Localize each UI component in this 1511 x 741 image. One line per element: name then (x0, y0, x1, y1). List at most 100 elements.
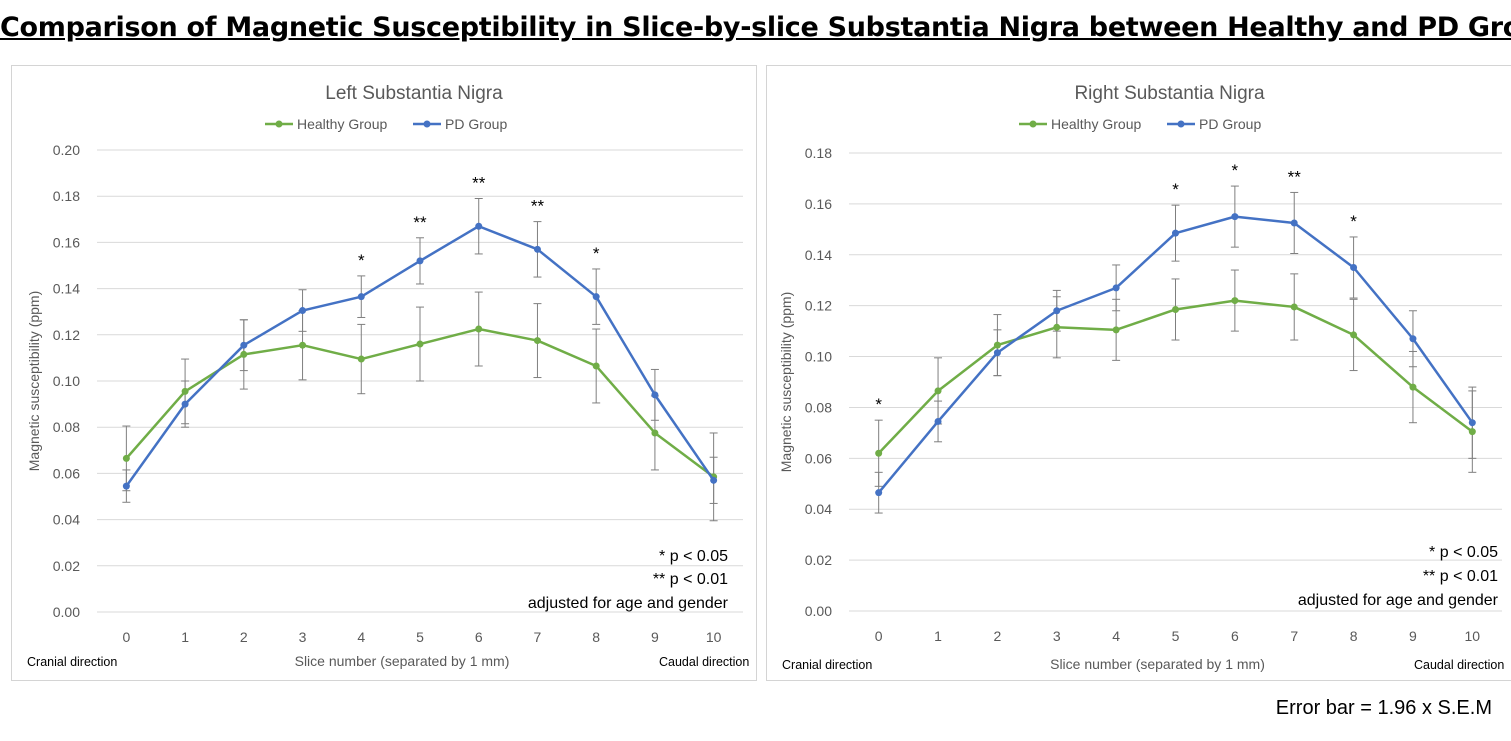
legend-label: PD Group (445, 116, 507, 132)
pd-data-point (1290, 219, 1298, 227)
y-tick-label: 0.06 (53, 465, 80, 481)
page-title: Comparison of Magnetic Susceptibility in… (0, 12, 1511, 43)
pd-data-point (1172, 229, 1179, 237)
y-tick-label: 0.02 (53, 558, 80, 574)
x-tick-label: 10 (1465, 628, 1481, 644)
healthy-data-point (651, 429, 659, 437)
x-tick-label: 2 (994, 628, 1002, 644)
error-bar-note: Error bar = 1.96 x S.E.M (1275, 697, 1492, 719)
x-tick-label: 8 (592, 629, 600, 645)
healthy-data-point (533, 337, 541, 345)
y-axis-label: Magnetic susceptibility (ppm) (26, 291, 42, 472)
x-tick-label: 8 (1350, 628, 1358, 644)
x-tick-label: 1 (934, 628, 942, 644)
y-tick-label: 0.12 (53, 327, 80, 343)
significance-marker: ** (413, 213, 427, 232)
x-tick-label: 3 (1053, 628, 1061, 644)
healthy-data-point (475, 325, 483, 333)
x-tick-label: 9 (1409, 628, 1417, 644)
pd-data-point (1350, 264, 1358, 271)
x-tick-label: 7 (1290, 628, 1298, 644)
healthy-data-point (122, 454, 130, 462)
y-tick-label: 0.00 (53, 604, 80, 620)
healthy-data-point (299, 341, 307, 349)
legend-marker (423, 120, 431, 128)
p-value-note: ** p < 0.01 (1423, 568, 1498, 585)
y-axis-label: Magnetic susceptibility (ppm) (778, 292, 794, 473)
healthy-data-point (875, 449, 883, 457)
pd-data-point (1409, 335, 1417, 343)
pd-data-point (533, 245, 541, 253)
right-substantia-nigra-chart: Right Substantia Nigra Healthy Group PD Gr… (778, 83, 1504, 672)
left-substantia-nigra-chart: Left Substantia Nigra Healthy Group PD Gro… (26, 83, 749, 669)
pd-data-point (993, 349, 1001, 357)
healthy-data-point (592, 362, 600, 370)
x-tick-label: 5 (416, 629, 424, 645)
x-tick-label: 3 (299, 629, 307, 645)
p-value-note: * p < 0.05 (659, 548, 728, 565)
legend-marker (1029, 120, 1037, 128)
x-tick-label: 10 (706, 629, 722, 645)
y-tick-label: 0.04 (805, 501, 832, 517)
p-value-note: * p < 0.05 (1429, 544, 1498, 561)
healthy-data-point (1172, 305, 1179, 313)
y-tick-label: 0.14 (805, 247, 832, 263)
chart-title: Left Substantia Nigra (325, 83, 503, 104)
x-tick-label: 0 (122, 629, 130, 645)
healthy-data-point (240, 350, 248, 358)
pd-data-point (416, 257, 424, 265)
left-chart-panel: Left Substantia Nigra Healthy Group PD Gro… (11, 65, 757, 681)
p-value-note: ** p < 0.01 (653, 571, 728, 588)
significance-marker: * (1172, 180, 1179, 199)
healthy-data-point (1231, 297, 1239, 305)
x-tick-label: 4 (1112, 628, 1120, 644)
pd-data-point (240, 341, 248, 349)
significance-marker: * (1350, 212, 1357, 231)
healthy-data-point (1409, 383, 1417, 391)
y-tick-label: 0.04 (53, 512, 80, 528)
x-tick-label: 6 (475, 629, 483, 645)
y-tick-label: 0.10 (53, 373, 80, 389)
healthy-data-point (934, 387, 942, 395)
x-tick-label: 1 (181, 629, 189, 645)
pd-data-point (1231, 213, 1239, 221)
y-tick-label: 0.02 (805, 552, 832, 568)
x-axis-label: Slice number (separated by 1 mm) (295, 653, 510, 669)
pd-data-point (1468, 419, 1476, 427)
y-tick-label: 0.00 (805, 603, 832, 619)
pd-data-point (1112, 284, 1120, 292)
healthy-data-point (181, 387, 189, 395)
y-tick-label: 0.20 (53, 142, 80, 158)
right-chart-panel: Right Substantia Nigra Healthy Group PD Gr… (766, 65, 1511, 681)
legend-marker (275, 120, 283, 128)
y-tick-label: 0.18 (53, 188, 80, 204)
x-tick-label: 9 (651, 629, 659, 645)
healthy-data-point (1468, 428, 1476, 436)
chart-title: Right Substantia Nigra (1074, 83, 1265, 104)
pd-data-point (710, 476, 718, 484)
healthy-data-point (993, 341, 1001, 349)
x-tick-label: 4 (357, 629, 365, 645)
y-tick-label: 0.12 (805, 298, 832, 314)
pd-data-point (181, 400, 189, 408)
y-tick-label: 0.16 (53, 234, 80, 250)
x-tick-label: 6 (1231, 628, 1239, 644)
y-tick-label: 0.16 (805, 196, 832, 212)
healthy-data-point (416, 340, 424, 348)
healthy-data-point (357, 355, 365, 363)
y-tick-label: 0.10 (805, 349, 832, 365)
significance-marker: * (875, 395, 882, 414)
x-tick-label: 5 (1172, 628, 1180, 644)
pd-data-point (651, 391, 659, 399)
healthy-data-point (1350, 331, 1358, 339)
x-tick-label: 2 (240, 629, 248, 645)
p-value-note: adjusted for age and gender (528, 595, 729, 612)
caudal-direction-label: Caudal direction (659, 655, 749, 669)
pd-data-point (592, 293, 600, 301)
significance-marker: * (358, 251, 365, 270)
y-tick-label: 0.18 (805, 145, 832, 161)
legend-label: Healthy Group (297, 116, 387, 132)
legend-label: Healthy Group (1051, 116, 1141, 132)
x-tick-label: 0 (875, 628, 883, 644)
cranial-direction-label: Cranial direction (27, 655, 117, 669)
